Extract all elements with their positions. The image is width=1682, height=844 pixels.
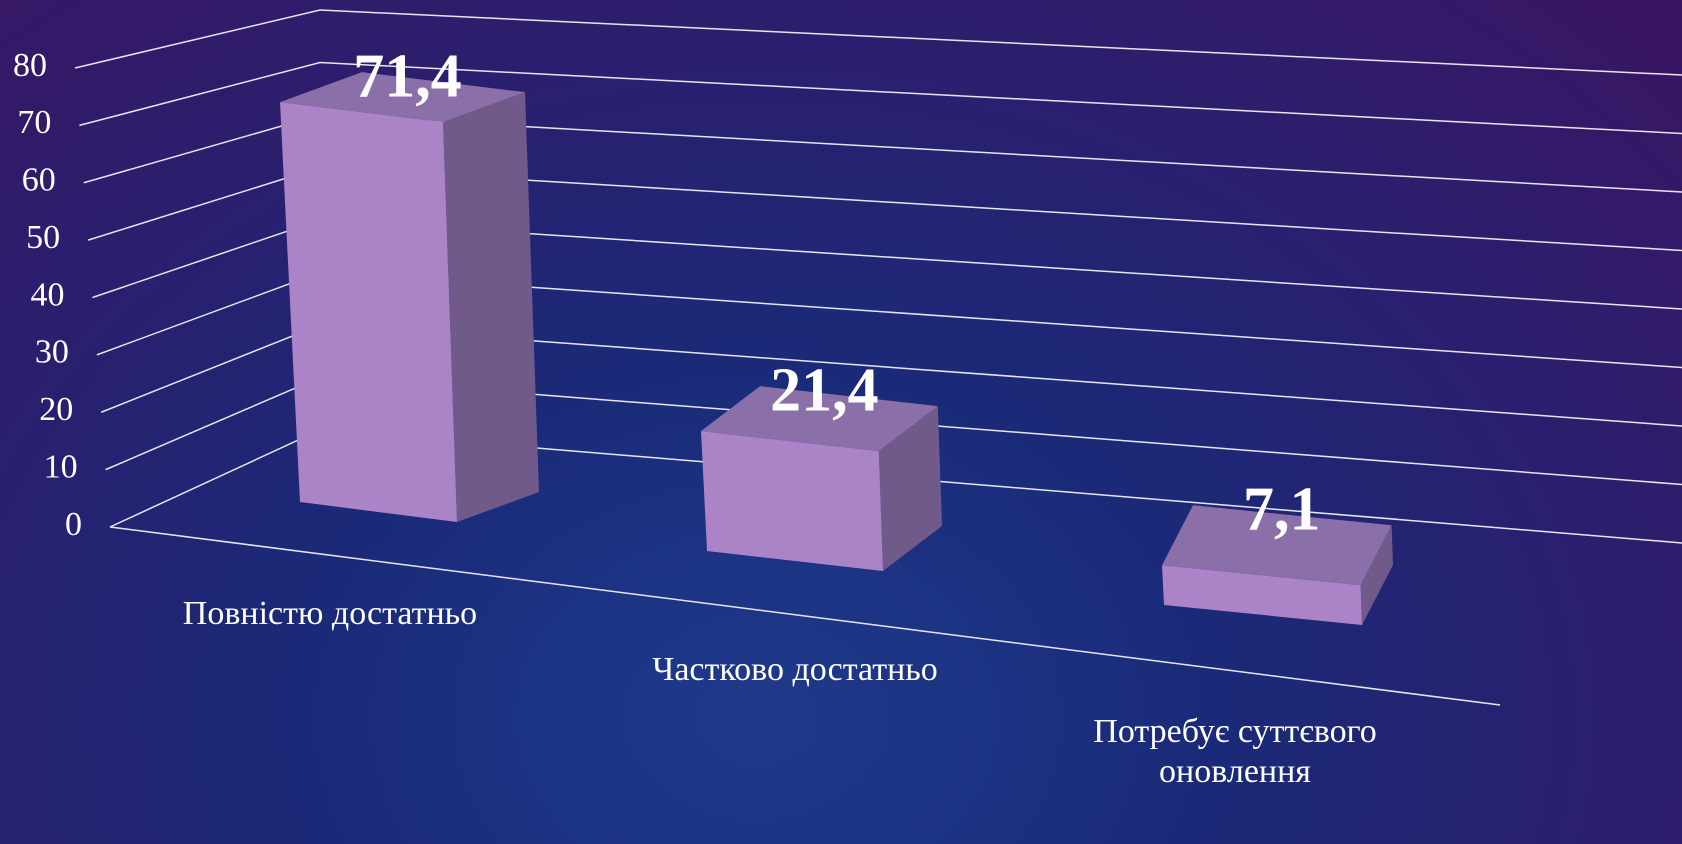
bar-side	[443, 92, 539, 522]
grid-line	[79, 61, 1682, 135]
x-tick-label: Потребує суттєвого оновлення	[1093, 713, 1377, 790]
y-tick-label: 50	[26, 219, 60, 256]
bar-top	[1162, 505, 1392, 586]
bar	[280, 102, 457, 522]
floor-edge	[109, 526, 1501, 706]
bar	[701, 431, 883, 571]
bar	[1162, 565, 1362, 625]
value-label: 21,4	[770, 356, 879, 424]
y-tick-label: 70	[17, 104, 51, 141]
bar-side	[1360, 525, 1393, 625]
y-tick-label: 60	[22, 162, 56, 199]
grid-line	[74, 9, 1682, 76]
x-tick-label: Частково достатньо	[652, 651, 938, 688]
y-tick-label: 20	[39, 391, 73, 428]
y-tick-label: 0	[65, 506, 82, 543]
bar-top	[280, 72, 526, 123]
x-tick-label: Повністю достатньо	[182, 595, 478, 632]
y-tick-label: 10	[44, 448, 78, 485]
value-label: 71,4	[353, 42, 462, 110]
y-tick-label: 30	[35, 334, 69, 371]
bar-side	[878, 406, 942, 571]
y-tick-label: 80	[13, 47, 47, 84]
y-tick-label: 40	[31, 276, 65, 313]
bar-top	[701, 386, 938, 452]
value-label: 7,1	[1243, 475, 1321, 543]
